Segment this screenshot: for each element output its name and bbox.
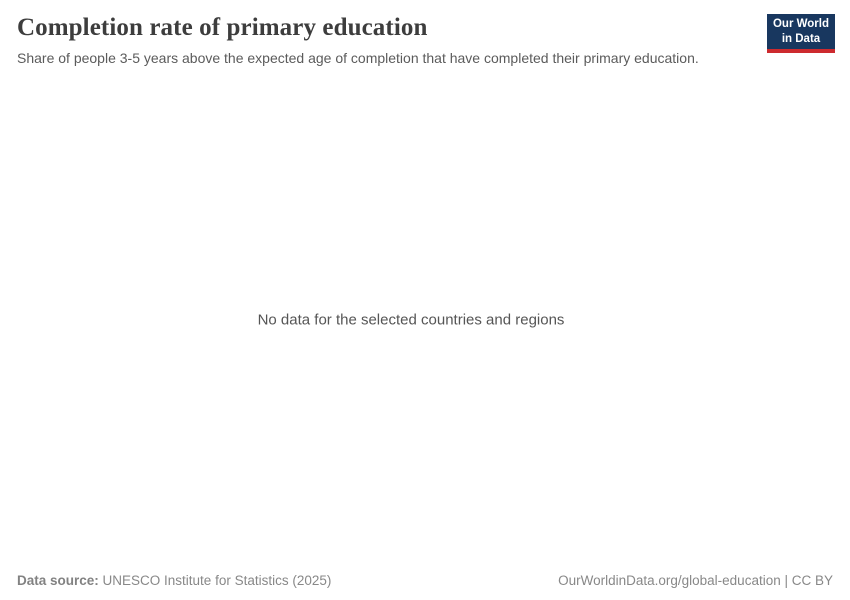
chart-header: Completion rate of primary education Sha… xyxy=(17,13,750,67)
no-data-message: No data for the selected countries and r… xyxy=(257,311,565,329)
owid-logo-line2: in Data xyxy=(781,32,821,45)
footer-citation-link[interactable]: OurWorldinData.org/global-education | CC… xyxy=(558,573,833,588)
data-source-value: UNESCO Institute for Statistics (2025) xyxy=(98,573,332,588)
data-source-label: Data source: xyxy=(17,573,99,588)
owid-logo-line1: Our World xyxy=(772,18,829,31)
page-title: Completion rate of primary education xyxy=(17,14,428,41)
owid-logo[interactable]: Our World in Data xyxy=(767,14,835,53)
chart-footer: Data source: UNESCO Institute for Statis… xyxy=(17,573,833,588)
data-source-line[interactable]: Data source: UNESCO Institute for Statis… xyxy=(17,573,331,588)
chart-subtitle: Share of people 3-5 years above the expe… xyxy=(17,50,699,66)
